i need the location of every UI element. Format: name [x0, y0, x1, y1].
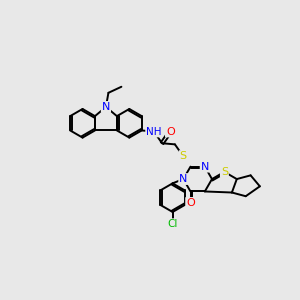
- Text: O: O: [166, 127, 175, 136]
- Text: S: S: [179, 151, 187, 161]
- Text: N: N: [179, 174, 188, 184]
- Text: Cl: Cl: [167, 219, 178, 229]
- Text: N: N: [201, 162, 209, 172]
- Text: O: O: [186, 198, 195, 208]
- Text: S: S: [221, 167, 228, 177]
- Text: N: N: [102, 102, 110, 112]
- Text: NH: NH: [146, 127, 162, 136]
